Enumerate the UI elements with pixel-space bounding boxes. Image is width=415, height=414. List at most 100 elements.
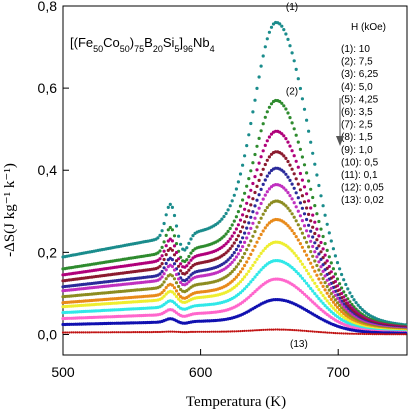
data-point (230, 253, 234, 257)
data-point (300, 178, 304, 182)
data-point (307, 284, 311, 288)
data-point (263, 193, 267, 197)
data-point (288, 44, 292, 48)
data-point (177, 330, 180, 333)
data-point (138, 331, 141, 334)
data-point (327, 264, 331, 269)
legend-entry: (10): 0,5 (341, 157, 379, 168)
data-point (286, 37, 290, 42)
legend-entry: (2): 7,5 (341, 57, 373, 68)
data-point (290, 266, 294, 270)
data-point (288, 194, 292, 198)
data-point (317, 252, 321, 256)
data-point (234, 255, 238, 259)
data-point (288, 116, 292, 120)
data-point (245, 201, 249, 205)
data-point (292, 231, 296, 236)
data-point (237, 330, 240, 333)
data-point (319, 240, 323, 245)
data-point (309, 330, 312, 333)
data-point (232, 219, 236, 223)
data-point (333, 298, 337, 302)
data-point (311, 225, 315, 229)
data-point (300, 97, 304, 101)
data-point (309, 219, 313, 223)
data-point (315, 227, 319, 231)
data-point (313, 269, 317, 273)
data-point (249, 215, 253, 219)
data-point (263, 45, 267, 49)
data-point (309, 250, 313, 254)
data-point (293, 329, 296, 332)
data-point (267, 203, 271, 207)
data-point (243, 154, 247, 158)
data-point (121, 331, 124, 334)
data-point (255, 272, 259, 277)
data-point (280, 101, 284, 105)
data-point (280, 24, 284, 28)
data-point (144, 331, 147, 334)
data-point (241, 213, 245, 217)
data-point (284, 222, 288, 226)
data-point (154, 330, 157, 334)
y-tick-label: 0,0 (38, 326, 58, 342)
data-point (352, 298, 356, 302)
data-point (202, 330, 205, 333)
data-point (164, 244, 168, 248)
data-point (158, 277, 162, 281)
data-point (325, 259, 329, 263)
data-point (321, 263, 325, 267)
arrow-down-icon (336, 98, 344, 146)
data-point (228, 226, 232, 231)
data-point (168, 237, 172, 241)
curve-labels: (1) (2) (13) (286, 2, 308, 350)
data-point (262, 328, 265, 331)
legend-entry: (7): 2,5 (341, 120, 373, 131)
data-point (228, 237, 232, 241)
data-point (329, 297, 333, 301)
data-point (315, 238, 319, 242)
data-point (319, 272, 323, 276)
data-point (305, 171, 309, 175)
data-point (282, 134, 286, 138)
data-point (377, 333, 380, 336)
x-tick-label: 500 (51, 364, 75, 380)
plot-frame (62, 5, 408, 356)
data-point (172, 286, 177, 290)
data-point (292, 201, 296, 205)
data-point (220, 236, 224, 240)
data-point (172, 244, 177, 248)
data-point (296, 77, 300, 81)
data-point (194, 330, 197, 333)
data-point (300, 290, 304, 294)
data-point (164, 253, 168, 257)
data-point (313, 250, 317, 254)
data-point (249, 203, 253, 207)
data-point (169, 330, 172, 333)
data-point (241, 225, 245, 229)
data-point (309, 187, 313, 191)
data-point (238, 280, 243, 284)
data-point (295, 329, 298, 332)
legend: H (kOe) (1): 10 (2): 7,5(3): 6,25 (4): 5,0… (336, 22, 386, 206)
data-point (329, 292, 333, 296)
data-point (228, 256, 232, 260)
data-point (327, 301, 331, 305)
data-point (327, 231, 331, 235)
data-point (166, 205, 170, 209)
data-point (247, 177, 251, 181)
data-point (236, 273, 240, 277)
data-point (187, 330, 190, 334)
data-point (247, 269, 251, 273)
data-point (222, 214, 226, 219)
data-point (160, 283, 164, 287)
data-point (255, 288, 259, 292)
data-point (189, 266, 193, 270)
data-point (257, 220, 261, 225)
data-point (229, 330, 232, 333)
data-point (294, 219, 298, 223)
data-point (257, 236, 261, 240)
data-point (72, 331, 75, 334)
data-point (315, 284, 319, 289)
